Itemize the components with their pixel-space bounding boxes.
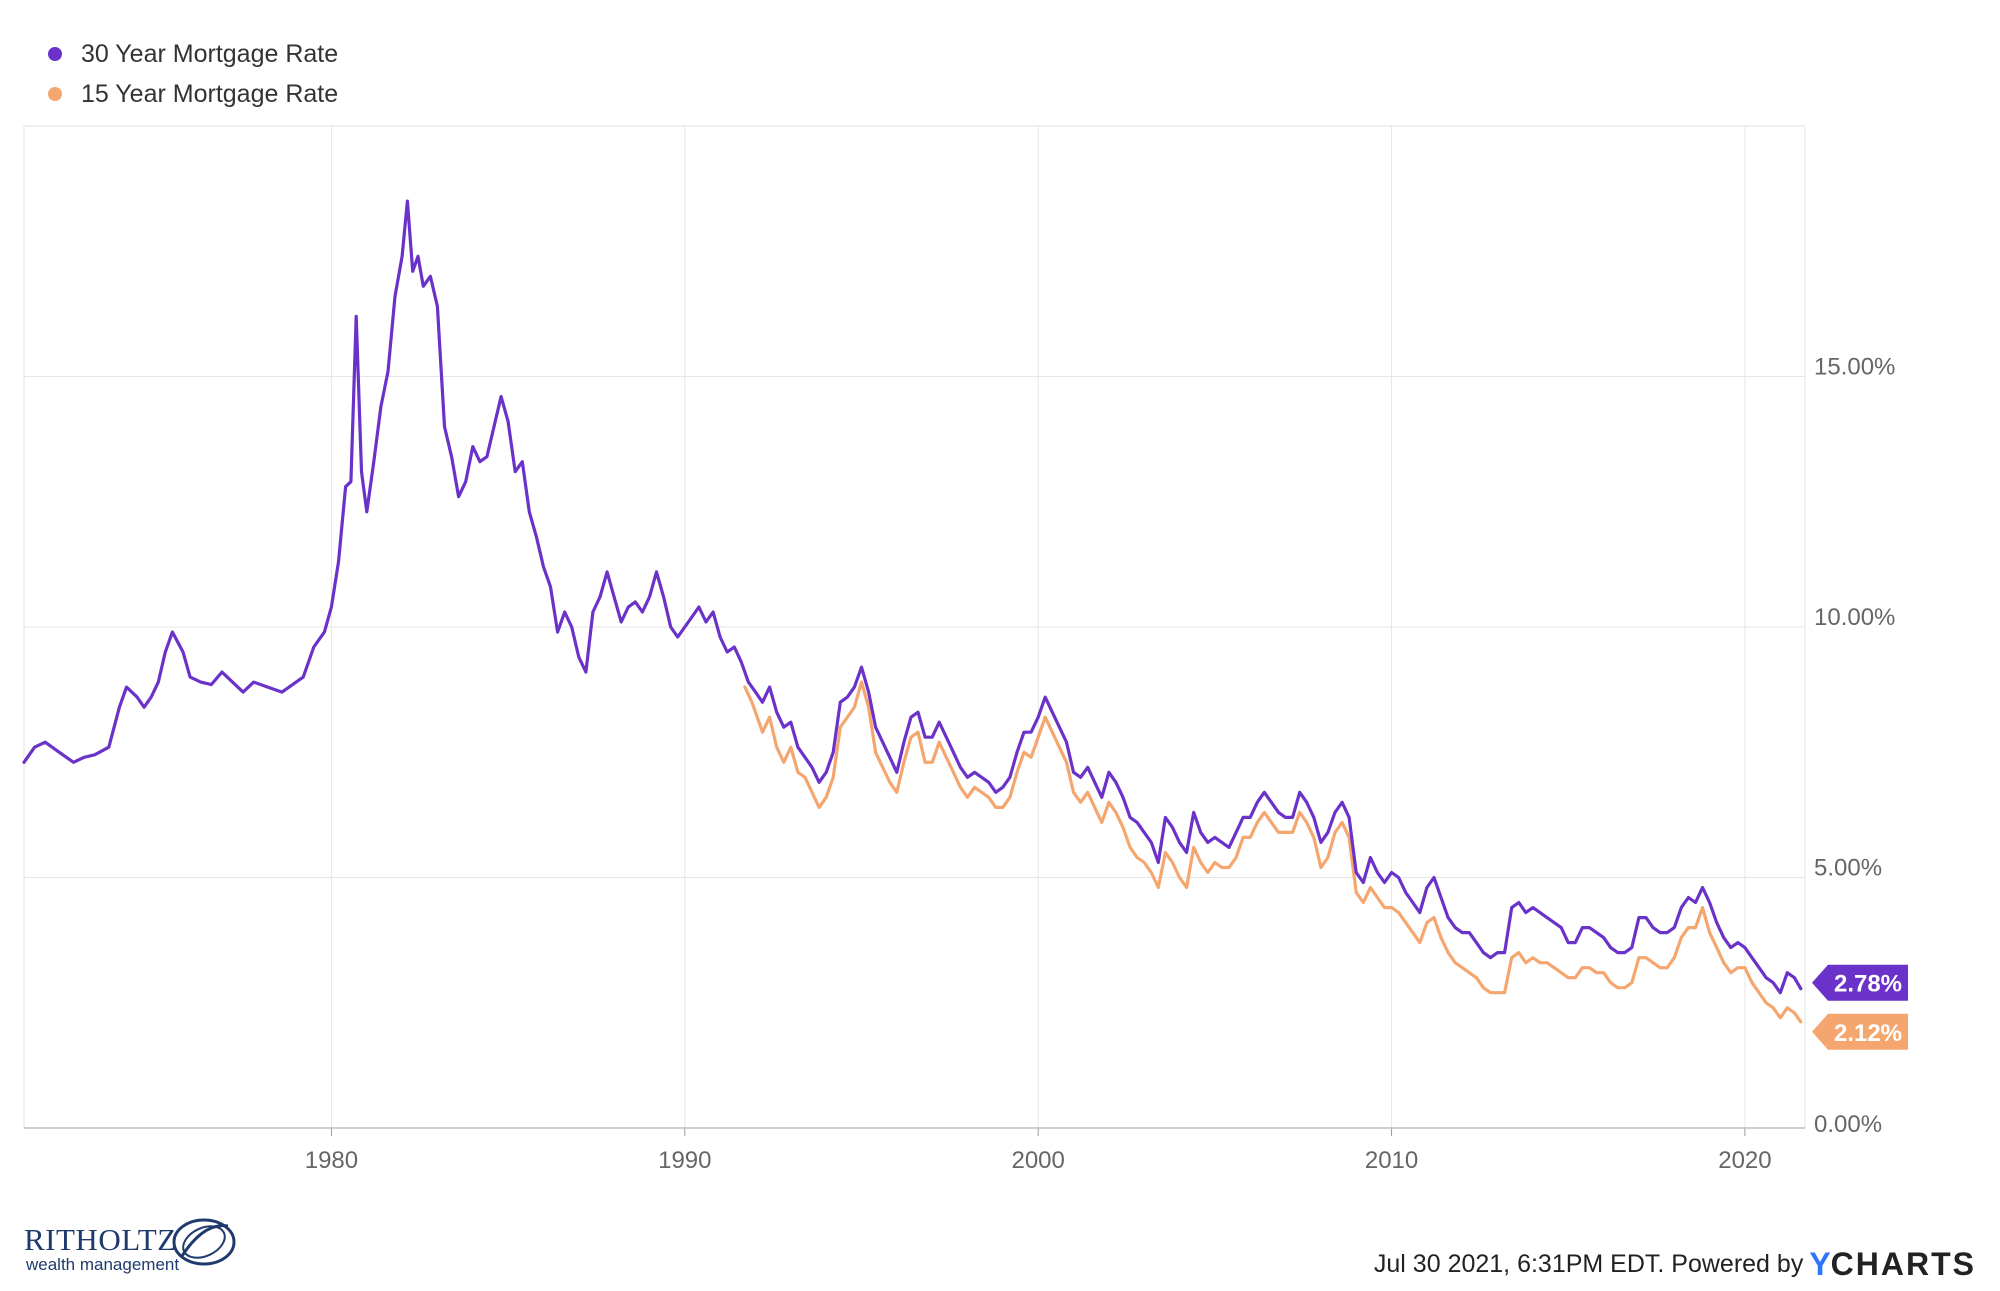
timestamp-text: Jul 30 2021, 6:31PM EDT. Powered by bbox=[1373, 1250, 1804, 1278]
x-tick-label: 2020 bbox=[1718, 1147, 1771, 1174]
logo-name: RITHOLTZ bbox=[24, 1222, 177, 1257]
ycharts-logo-text: CHARTS bbox=[1830, 1246, 1976, 1282]
end-label-value: 2.12% bbox=[1834, 1020, 1902, 1047]
end-label-value: 2.78% bbox=[1834, 971, 1902, 998]
legend-item-30yr[interactable]: 30 Year Mortgage Rate bbox=[48, 34, 338, 74]
x-tick-label: 1980 bbox=[305, 1147, 358, 1174]
axes: 0.00% 5.00% 10.00% 15.00% 1980 1990 2000 2010 20… bbox=[24, 354, 1895, 1174]
legend-dot-30yr bbox=[48, 47, 62, 61]
series-layer bbox=[22, 199, 1803, 1024]
x-tick-label: 1990 bbox=[658, 1147, 711, 1174]
legend-dot-15yr bbox=[48, 87, 62, 101]
series-30yr-line bbox=[22, 199, 1803, 995]
footer-attribution: Jul 30 2021, 6:31PM EDT. Powered by Y CH… bbox=[1374, 1246, 1976, 1283]
x-tick-label: 2010 bbox=[1365, 1147, 1418, 1174]
end-labels: 2.78% 2.12% bbox=[1812, 964, 1908, 1050]
ritholtz-logo: RITHOLTZ wealth management bbox=[24, 1222, 180, 1275]
x-tick-label: 2000 bbox=[1011, 1147, 1064, 1174]
legend-label-30yr: 30 Year Mortgage Rate bbox=[81, 39, 339, 68]
ritholtz-emblem-icon bbox=[172, 1218, 236, 1266]
y-tick-label: 5.00% bbox=[1814, 855, 1882, 882]
end-label-badge bbox=[1812, 964, 1908, 1001]
legend: 30 Year Mortgage Rate 15 Year Mortgage R… bbox=[48, 34, 338, 114]
y-tick-label: 0.00% bbox=[1814, 1111, 1882, 1138]
ycharts-logo-y: Y bbox=[1809, 1246, 1831, 1282]
y-tick-label: 15.00% bbox=[1814, 354, 1895, 381]
legend-label-15yr: 15 Year Mortgage Rate bbox=[81, 79, 339, 108]
end-label-30yr: 2.78% bbox=[1812, 964, 1908, 1001]
y-tick-label: 10.00% bbox=[1814, 604, 1895, 631]
series-15yr-line bbox=[743, 680, 1803, 1024]
end-label-15yr: 2.12% bbox=[1812, 1013, 1908, 1050]
grid bbox=[23, 125, 1806, 1129]
logo-subtitle: wealth management bbox=[26, 1255, 180, 1274]
legend-item-15yr[interactable]: 15 Year Mortgage Rate bbox=[48, 74, 338, 114]
end-label-badge bbox=[1812, 1013, 1908, 1050]
ycharts-logo[interactable]: Y CHARTS bbox=[1803, 1246, 1976, 1283]
